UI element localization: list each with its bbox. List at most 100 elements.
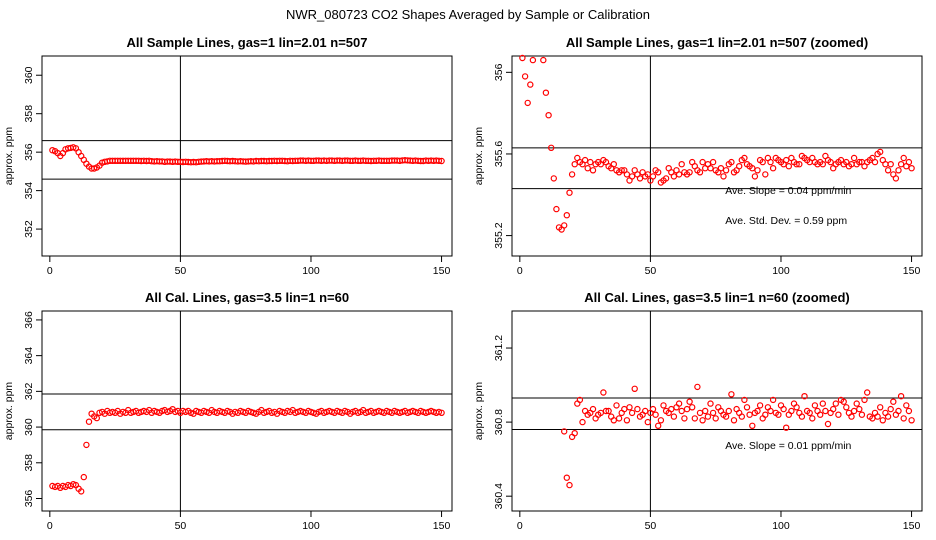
x-tick-label: 150 [903,265,921,277]
data-point [853,400,860,407]
data-point [644,171,652,178]
data-point [678,160,685,168]
data-point [856,158,863,166]
data-point [780,405,787,413]
data-point [561,428,568,435]
data-point [754,167,761,174]
panel-title: All Cal. Lines, gas=3.5 lin=1 n=60 (zoom… [584,290,850,305]
data-point [655,422,662,429]
data-point [884,413,892,420]
x-tick-label: 100 [302,265,320,277]
data-point [545,111,552,119]
data-point [840,398,847,405]
data-point [900,154,907,162]
data-point [856,405,863,413]
data-point [652,411,659,418]
data-point [584,164,591,172]
data-point [897,160,905,168]
data-point [905,158,913,166]
y-axis-label: approx. ppm [3,382,15,441]
data-point [613,402,620,409]
data-point [581,156,589,164]
data-point [798,413,806,420]
data-point [754,407,761,415]
data-point [689,404,696,411]
data-point [566,189,573,196]
data-point [691,415,699,422]
data-point [571,160,578,168]
data-point [563,474,571,481]
y-tick-label: 356 [493,63,505,81]
data-series [519,54,915,233]
data-point [597,409,605,417]
data-point [824,420,832,428]
data-point [681,415,688,422]
data-point [785,162,793,170]
data-point [879,417,887,424]
data-point [529,56,537,64]
data-point [615,415,623,422]
y-tick-label: 356 [23,143,35,161]
data-point [806,409,813,417]
data-point [589,167,597,174]
data-point [568,171,576,178]
x-tick-label: 150 [433,265,451,277]
data-point [527,81,534,88]
y-tick-label: 358 [23,454,35,472]
data-point [610,160,618,168]
data-point [696,169,704,176]
data-point [519,54,526,62]
data-point [743,404,751,411]
data-point [877,404,884,411]
data-point [864,389,871,396]
y-tick-label: 362 [23,382,35,400]
data-point [783,156,790,164]
y-tick-label: 360 [23,418,35,436]
data-point [649,405,657,413]
data-point [93,414,101,422]
data-point [628,173,636,180]
data-point [686,398,693,405]
data-point [628,409,636,417]
data-point [618,167,625,174]
data-point [767,158,774,166]
data-point [626,404,633,411]
data-point [694,383,701,391]
panel-title: All Sample Lines, gas=1 lin=2.01 n=507 (… [566,35,868,50]
data-point [871,158,879,166]
data-series [561,383,915,489]
data-point [890,398,897,405]
data-point [819,160,827,168]
chart-panels: All Sample Lines, gas=1 lin=2.01 n=507 0 5… [3,35,923,532]
data-point [793,160,800,168]
data-point [662,175,670,182]
data-point [756,402,764,409]
data-point [722,413,730,420]
data-series [49,144,445,172]
data-point [730,417,738,424]
data-point [83,441,90,449]
x-tick-label: 100 [772,520,790,532]
data-point [589,405,597,413]
data-point [895,167,902,174]
data-point [707,164,714,172]
data-point [738,413,746,420]
data-point [892,175,900,182]
data-point [602,407,610,415]
data-point [621,405,628,413]
data-point [668,405,675,413]
y-tick-label: 360.4 [493,483,505,509]
data-point [579,418,586,426]
data-point [438,157,445,165]
data-point [566,481,573,489]
annotation: Ave. Slope = 0.04 ppm/min [725,185,851,197]
x-tick-label: 0 [47,520,53,532]
data-point [438,409,445,416]
data-series [49,406,445,495]
data-point [709,158,717,166]
data-point [817,411,824,418]
data-point [819,400,827,407]
y-axis-label: approx. ppm [473,382,485,441]
data-point [631,385,638,392]
x-tick-label: 0 [47,265,53,277]
